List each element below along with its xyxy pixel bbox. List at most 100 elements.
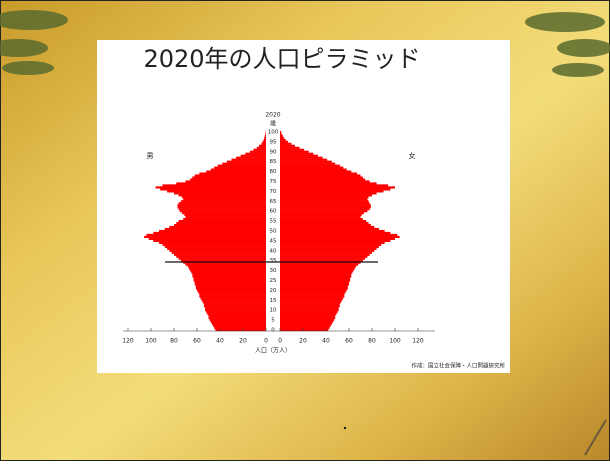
x-tick-label: 120: [122, 338, 134, 345]
bar: [280, 248, 377, 250]
bar: [169, 226, 266, 228]
bar: [280, 295, 344, 297]
bar: [280, 301, 341, 303]
bar: [192, 176, 266, 178]
bar: [280, 137, 284, 139]
bar: [280, 234, 397, 236]
bar: [232, 159, 267, 161]
bar: [206, 311, 266, 313]
bar: [199, 293, 266, 295]
bar: [214, 327, 266, 329]
bar: [183, 198, 266, 200]
bar: [188, 266, 266, 268]
bar: [280, 172, 357, 174]
bar: [263, 141, 266, 143]
y-tick-label: 100: [268, 129, 279, 135]
y-tick-label: 70: [270, 189, 277, 195]
bar: [205, 307, 266, 309]
bar: [280, 236, 400, 238]
bar: [280, 325, 331, 327]
bar: [280, 151, 309, 153]
x-tick-label: 0: [278, 338, 282, 345]
bar: [211, 321, 266, 323]
bar: [241, 155, 266, 157]
bar: [280, 153, 313, 155]
bar: [167, 190, 266, 192]
bar: [280, 271, 352, 273]
bar: [280, 180, 370, 182]
bar: [194, 277, 266, 279]
bar: [265, 135, 266, 137]
bar: [191, 271, 266, 273]
bar: [280, 232, 390, 234]
bar: [181, 200, 266, 202]
page: 2020年の人口ピラミッド 2020 歳 男 女 人口（万人） 作成：国立社会保…: [0, 0, 610, 461]
bar: [280, 202, 370, 204]
bar: [280, 230, 385, 232]
bar: [280, 252, 372, 254]
bar: [183, 218, 266, 220]
bar: [280, 321, 333, 323]
x-tick-label: 100: [389, 338, 401, 345]
bar: [195, 174, 266, 176]
bar: [206, 171, 266, 173]
bar: [179, 194, 266, 196]
bar: [280, 194, 372, 196]
x-tick-label: 100: [145, 338, 157, 345]
bar: [182, 196, 266, 198]
bar: [261, 143, 266, 145]
bar: [280, 250, 374, 252]
bar: [163, 184, 267, 186]
bar: [280, 174, 361, 176]
y-tick-label: 0: [271, 328, 275, 334]
bar: [280, 165, 340, 167]
dot: [344, 427, 346, 429]
bar: [280, 131, 281, 133]
bar: [218, 165, 266, 167]
bar: [280, 224, 371, 226]
y-tick-label: 10: [270, 308, 277, 314]
bar: [280, 210, 367, 212]
bar: [280, 323, 332, 325]
bar: [280, 147, 300, 149]
bar: [280, 171, 351, 173]
bar: [280, 244, 381, 246]
bar: [163, 244, 267, 246]
source-note: 作成：国立社会保障・人口問題研究所: [411, 362, 505, 370]
bar: [280, 305, 340, 307]
bar: [280, 268, 355, 270]
bar: [280, 258, 365, 260]
bar: [280, 285, 348, 287]
bar: [280, 182, 377, 184]
bar: [174, 192, 266, 194]
y-tick-label: 75: [270, 179, 277, 185]
bar: [200, 297, 266, 299]
bar: [280, 277, 350, 279]
y-tick-label: 60: [270, 209, 277, 215]
bar: [179, 220, 266, 222]
bar: [198, 291, 266, 293]
y-tick-label: 25: [270, 278, 277, 284]
bar: [189, 268, 266, 270]
bar: [253, 149, 266, 151]
bar: [179, 208, 266, 210]
y-tick-label: 80: [270, 169, 277, 175]
bar: [196, 287, 266, 289]
bar: [280, 240, 390, 242]
bar: [280, 238, 395, 240]
bar: [280, 226, 374, 228]
bar: [280, 270, 354, 272]
bar: [280, 313, 336, 315]
bar: [280, 283, 349, 285]
bar: [184, 214, 266, 216]
y-tick-label: 45: [270, 238, 277, 244]
bar: [186, 216, 267, 218]
bar: [280, 266, 356, 268]
bar: [280, 178, 365, 180]
bar: [280, 319, 334, 321]
bar: [172, 252, 266, 254]
bar: [202, 299, 266, 301]
y-axis-label: 歳: [270, 120, 276, 128]
bar: [280, 311, 338, 313]
bar: [280, 293, 344, 295]
